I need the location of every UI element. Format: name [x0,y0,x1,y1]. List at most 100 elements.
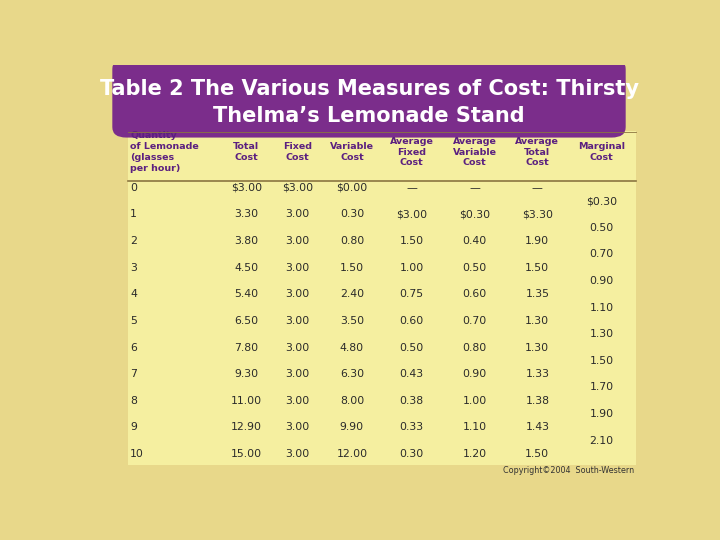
Text: 0: 0 [130,183,138,193]
Text: Average
Fixed
Cost: Average Fixed Cost [390,137,433,167]
Text: 9.90: 9.90 [340,422,364,433]
Text: Average
Variable
Cost: Average Variable Cost [453,137,497,167]
FancyBboxPatch shape [112,58,626,138]
Text: 12.00: 12.00 [336,449,367,459]
Text: 1.90: 1.90 [590,409,613,419]
Text: 1.30: 1.30 [526,342,549,353]
Text: 3.00: 3.00 [286,236,310,246]
Text: 1.70: 1.70 [590,382,613,393]
Text: $3.30: $3.30 [522,210,553,219]
Text: 3.00: 3.00 [286,449,310,459]
Text: —: — [406,183,417,193]
Text: 0.50: 0.50 [462,263,487,273]
Text: 1.35: 1.35 [526,289,549,299]
Text: 8: 8 [130,396,137,406]
Text: 3.00: 3.00 [286,263,310,273]
Text: Fixed
Cost: Fixed Cost [283,142,312,162]
Text: 0.30: 0.30 [340,210,364,219]
Text: $3.00: $3.00 [396,210,428,219]
Text: 0.80: 0.80 [340,236,364,246]
Text: 1.38: 1.38 [526,396,549,406]
Text: 0.60: 0.60 [400,316,424,326]
Text: 1.30: 1.30 [526,316,549,326]
Text: Marginal
Cost: Marginal Cost [578,142,625,162]
Text: Table 2 The Various Measures of Cost: Thirsty: Table 2 The Various Measures of Cost: Th… [99,79,639,99]
Text: 3.80: 3.80 [234,236,258,246]
Text: Quantity
of Lemonade
(glasses
per hour): Quantity of Lemonade (glasses per hour) [130,132,199,173]
Text: $0.30: $0.30 [586,196,617,206]
Text: $3.00: $3.00 [282,183,313,193]
Text: 1.00: 1.00 [400,263,424,273]
Text: 1: 1 [130,210,137,219]
Text: 1.33: 1.33 [526,369,549,379]
Text: 7.80: 7.80 [234,342,258,353]
Text: 4.80: 4.80 [340,342,364,353]
Text: $0.00: $0.00 [336,183,367,193]
Text: 1.90: 1.90 [526,236,549,246]
Text: 0.33: 0.33 [400,422,424,433]
Text: 3: 3 [130,263,137,273]
Text: 2.10: 2.10 [590,436,613,446]
Text: 0.38: 0.38 [400,396,424,406]
Text: Thelma’s Lemonade Stand: Thelma’s Lemonade Stand [213,105,525,125]
Text: $0.30: $0.30 [459,210,490,219]
Text: 0.43: 0.43 [400,369,424,379]
Bar [128,131,636,465]
Text: 2: 2 [130,236,137,246]
Text: 3.00: 3.00 [286,342,310,353]
Text: 1.50: 1.50 [400,236,424,246]
Text: 1.10: 1.10 [590,302,613,313]
Text: 9: 9 [130,422,137,433]
Text: 0.40: 0.40 [462,236,487,246]
Text: 0.50: 0.50 [590,223,613,233]
Text: 10: 10 [130,449,144,459]
Text: 0.70: 0.70 [462,316,487,326]
Text: 3.00: 3.00 [286,210,310,219]
Text: 3.00: 3.00 [286,422,310,433]
Text: 9.30: 9.30 [234,369,258,379]
Text: 0.75: 0.75 [400,289,424,299]
Text: 1.00: 1.00 [462,396,487,406]
Text: 8.00: 8.00 [340,396,364,406]
Text: 3.00: 3.00 [286,369,310,379]
Text: 0.70: 0.70 [590,249,613,259]
Text: 4.50: 4.50 [234,263,258,273]
Text: 3.30: 3.30 [234,210,258,219]
Text: 6.50: 6.50 [234,316,258,326]
Text: $3.00: $3.00 [231,183,262,193]
Text: 3.00: 3.00 [286,396,310,406]
Text: 0.30: 0.30 [400,449,424,459]
Text: 3.00: 3.00 [286,289,310,299]
Text: 4: 4 [130,289,137,299]
Text: 1.30: 1.30 [590,329,613,339]
Text: 2.40: 2.40 [340,289,364,299]
Text: 15.00: 15.00 [231,449,262,459]
Text: —: — [469,183,480,193]
Text: 6.30: 6.30 [340,369,364,379]
Text: 3.50: 3.50 [340,316,364,326]
Text: 6: 6 [130,342,137,353]
Text: 11.00: 11.00 [231,396,262,406]
Text: 7: 7 [130,369,137,379]
Text: Average
Total
Cost: Average Total Cost [516,137,559,167]
Text: 0.60: 0.60 [462,289,487,299]
Text: 1.20: 1.20 [462,449,487,459]
Text: Total
Cost: Total Cost [233,142,259,162]
Text: —: — [532,183,543,193]
Text: 0.90: 0.90 [462,369,487,379]
Text: 12.90: 12.90 [231,422,262,433]
Text: Variable
Cost: Variable Cost [330,142,374,162]
Text: 0.80: 0.80 [462,342,487,353]
Text: 0.90: 0.90 [590,276,613,286]
Text: 1.43: 1.43 [526,422,549,433]
Text: 1.50: 1.50 [340,263,364,273]
Text: 0.50: 0.50 [400,342,424,353]
Text: 1.50: 1.50 [526,449,549,459]
Text: 1.10: 1.10 [462,422,487,433]
Text: Copyright©2004  South-Western: Copyright©2004 South-Western [503,466,634,475]
Text: 1.50: 1.50 [526,263,549,273]
Text: 5: 5 [130,316,137,326]
Text: 1.50: 1.50 [590,356,613,366]
Text: 3.00: 3.00 [286,316,310,326]
Text: 5.40: 5.40 [234,289,258,299]
